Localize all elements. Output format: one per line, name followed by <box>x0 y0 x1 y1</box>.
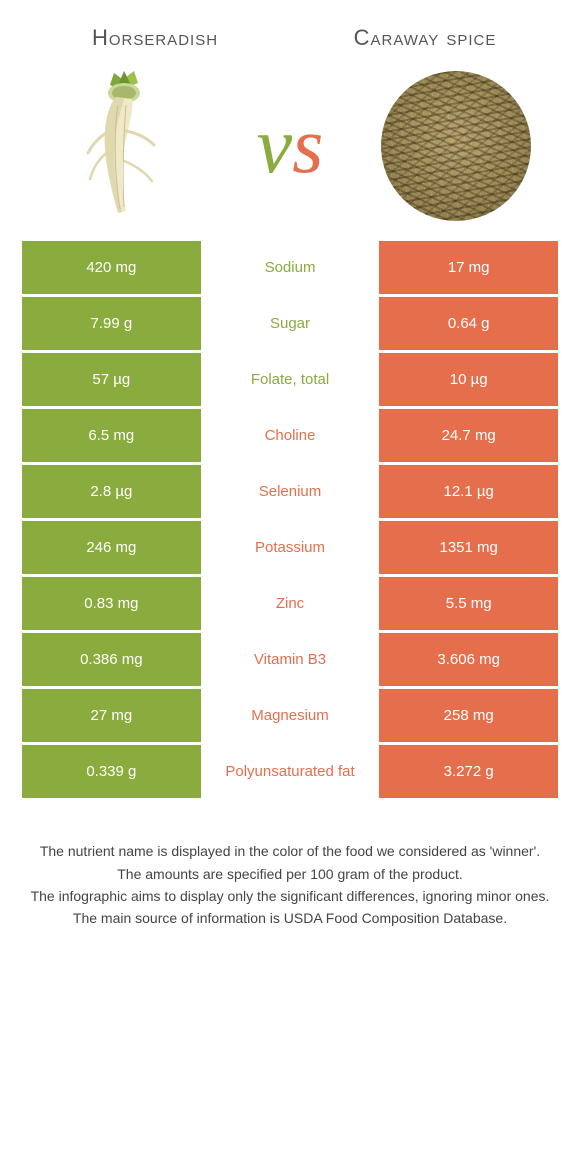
nutrient-name: Vitamin B3 <box>201 633 380 686</box>
table-row: 6.5 mgCholine24.7 mg <box>22 409 558 462</box>
vs-s: s <box>292 101 323 192</box>
table-row: 420 mgSodium17 mg <box>22 241 558 294</box>
images-row: vs <box>0 61 580 241</box>
right-value: 258 mg <box>379 689 558 742</box>
left-value: 246 mg <box>22 521 201 574</box>
nutrient-name: Sodium <box>201 241 380 294</box>
table-row: 27 mgMagnesium258 mg <box>22 689 558 742</box>
nutrient-name: Folate, total <box>201 353 380 406</box>
left-value: 6.5 mg <box>22 409 201 462</box>
table-row: 7.99 gSugar0.64 g <box>22 297 558 350</box>
left-value: 7.99 g <box>22 297 201 350</box>
right-value: 0.64 g <box>379 297 558 350</box>
header: Horseradish Caraway spice <box>0 0 580 61</box>
left-value: 2.8 µg <box>22 465 201 518</box>
right-value: 3.272 g <box>379 745 558 798</box>
left-value: 0.339 g <box>22 745 201 798</box>
nutrient-name: Choline <box>201 409 380 462</box>
right-value: 3.606 mg <box>379 633 558 686</box>
footer-line: The main source of information is USDA F… <box>30 908 550 928</box>
table-row: 2.8 µgSelenium12.1 µg <box>22 465 558 518</box>
nutrient-name: Polyunsaturated fat <box>201 745 380 798</box>
right-value: 24.7 mg <box>379 409 558 462</box>
footer-line: The nutrient name is displayed in the co… <box>30 841 550 861</box>
comparison-table: 420 mgSodium17 mg7.99 gSugar0.64 g57 µgF… <box>0 241 580 798</box>
nutrient-name: Sugar <box>201 297 380 350</box>
caraway-image <box>381 71 531 221</box>
left-value: 0.83 mg <box>22 577 201 630</box>
left-value: 420 mg <box>22 241 201 294</box>
nutrient-name: Potassium <box>201 521 380 574</box>
table-row: 57 µgFolate, total10 µg <box>22 353 558 406</box>
nutrient-name: Selenium <box>201 465 380 518</box>
right-value: 12.1 µg <box>379 465 558 518</box>
footer-notes: The nutrient name is displayed in the co… <box>0 801 580 928</box>
right-value: 5.5 mg <box>379 577 558 630</box>
right-value: 17 mg <box>379 241 558 294</box>
right-value: 10 µg <box>379 353 558 406</box>
left-value: 27 mg <box>22 689 201 742</box>
table-row: 0.386 mgVitamin B33.606 mg <box>22 633 558 686</box>
nutrient-name: Zinc <box>201 577 380 630</box>
right-food-title: Caraway spice <box>290 25 560 51</box>
footer-line: The infographic aims to display only the… <box>30 886 550 906</box>
right-value: 1351 mg <box>379 521 558 574</box>
vs-label: vs <box>257 101 324 192</box>
left-value: 57 µg <box>22 353 201 406</box>
horseradish-image <box>49 71 199 221</box>
footer-line: The amounts are specified per 100 gram o… <box>30 864 550 884</box>
table-row: 0.339 gPolyunsaturated fat3.272 g <box>22 745 558 798</box>
vs-v: v <box>257 101 293 192</box>
table-row: 246 mgPotassium1351 mg <box>22 521 558 574</box>
nutrient-name: Magnesium <box>201 689 380 742</box>
table-row: 0.83 mgZinc5.5 mg <box>22 577 558 630</box>
left-value: 0.386 mg <box>22 633 201 686</box>
left-food-title: Horseradish <box>20 25 290 51</box>
